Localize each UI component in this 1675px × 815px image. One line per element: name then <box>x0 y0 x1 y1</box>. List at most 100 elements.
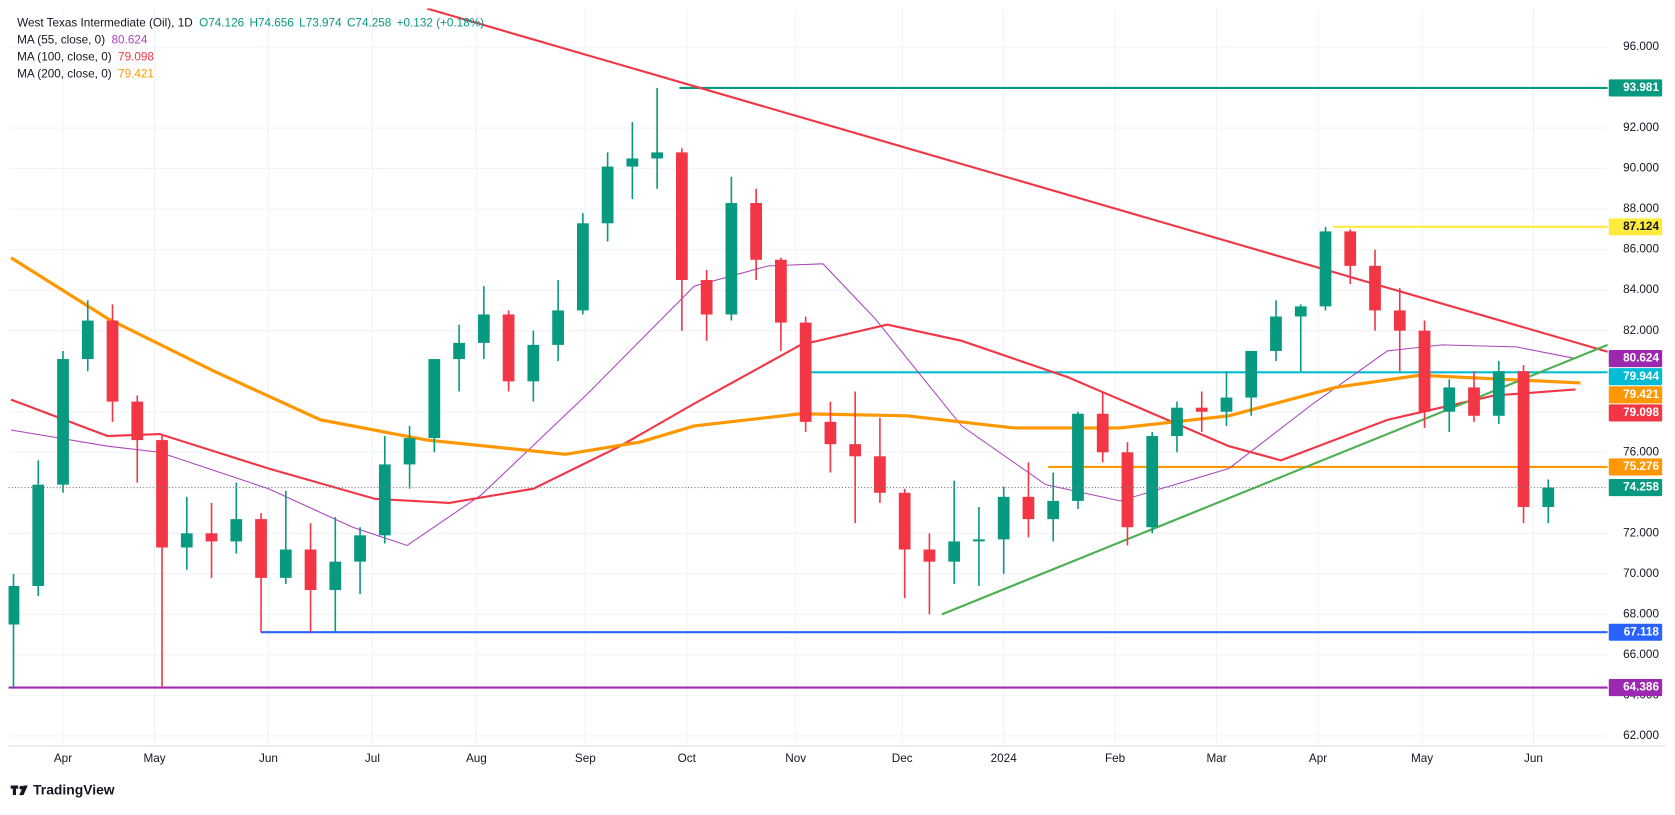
price-tag <box>1608 386 1663 404</box>
price-tag <box>1608 79 1663 97</box>
price-tag-label: 87.124 <box>1623 220 1659 233</box>
x-tick-label: May <box>144 752 166 765</box>
logo-part <box>12 785 17 796</box>
price-tag-label: 64.386 <box>1623 681 1659 694</box>
trendline <box>426 8 1608 353</box>
y-tick-label: 76.000 <box>1623 445 1659 458</box>
moving-average <box>10 263 1576 547</box>
candle-body <box>428 359 441 439</box>
x-tick-label: Aug <box>466 752 487 765</box>
candle-body <box>552 310 564 345</box>
x-tick-label: Jun <box>259 752 278 765</box>
legend-name: MA (100, close, 0) <box>17 51 112 64</box>
price-tag <box>1608 479 1663 497</box>
candle-body <box>601 166 614 224</box>
candle-body <box>651 152 663 159</box>
candle-body <box>329 561 342 591</box>
legend: West Texas Intermediate (Oil), 1D O74.126… <box>17 17 484 81</box>
candle-body <box>1517 371 1530 507</box>
candle-body <box>1072 413 1084 501</box>
legend-name: MA (200, close, 0) <box>17 68 112 81</box>
candle-body <box>1393 310 1406 331</box>
price-tag-label: 93.981 <box>1623 81 1659 94</box>
candle-body <box>1319 231 1332 307</box>
candle-body <box>1468 387 1480 416</box>
legend-value: 80.624 <box>112 34 148 47</box>
candle-body <box>626 158 639 167</box>
candle-body <box>255 519 267 578</box>
y-tick-label: 88.000 <box>1623 202 1659 215</box>
price-tag-label: 67.118 <box>1624 625 1660 638</box>
candle-body <box>973 539 985 542</box>
candle-body <box>750 203 763 260</box>
candle-body <box>304 549 317 591</box>
candle-body <box>279 549 292 578</box>
price-tag <box>1608 404 1663 422</box>
candle-body <box>1418 330 1431 412</box>
candle-body <box>1542 487 1555 507</box>
candle-body <box>1220 397 1233 412</box>
candle-body <box>1096 413 1109 453</box>
price-tag <box>1608 458 1663 476</box>
price-tag-label: 75.276 <box>1623 460 1659 473</box>
x-tick-label: Feb <box>1105 752 1126 765</box>
ohlc-value: O74.126 <box>199 17 244 30</box>
y-tick-label: 86.000 <box>1623 243 1659 256</box>
legend-name: MA (55, close, 0) <box>17 34 105 47</box>
candle-body <box>576 223 589 311</box>
legend-value: 79.421 <box>118 68 154 81</box>
candle-body <box>1294 306 1307 317</box>
candle-body <box>1195 407 1208 412</box>
y-tick-label: 92.000 <box>1623 121 1659 134</box>
candle-body <box>32 484 45 586</box>
x-tick-label: Apr <box>54 752 72 765</box>
candle-body <box>354 535 366 562</box>
y-tick-label: 84.000 <box>1623 283 1659 296</box>
candle-body <box>675 152 688 281</box>
grid <box>8 8 1608 747</box>
moving-average <box>10 256 1581 456</box>
ohlc-value: L73.974 <box>299 17 342 30</box>
candle-body <box>180 533 193 548</box>
candle-body <box>874 456 886 493</box>
brand-logo <box>10 785 28 796</box>
candle-body <box>57 359 69 485</box>
candle-body <box>948 541 961 562</box>
candle-body <box>923 549 936 562</box>
y-tick-label: 68.000 <box>1623 607 1659 620</box>
y-tick-label: 82.000 <box>1623 324 1659 337</box>
x-tick-label: Oct <box>678 752 697 765</box>
x-tick-label: Mar <box>1206 752 1226 765</box>
y-tick-label: 90.000 <box>1623 162 1659 175</box>
price-tag <box>1608 368 1663 386</box>
candle-body <box>106 320 119 402</box>
candle-body <box>1344 231 1357 266</box>
candle-body <box>700 280 713 315</box>
candle-body <box>156 440 168 548</box>
x-tick-label: Sep <box>575 752 596 765</box>
price-tag <box>1608 350 1663 368</box>
ohlc-value: H74.656 <box>249 17 293 30</box>
x-tick-label: Jun <box>1524 752 1543 765</box>
candle-body <box>1492 371 1505 416</box>
price-tag <box>1608 218 1663 236</box>
candle-body <box>1443 387 1456 412</box>
candle-body <box>230 519 243 542</box>
candle-body <box>205 533 218 542</box>
y-tick-label: 72.000 <box>1623 526 1659 539</box>
price-tag <box>1608 679 1663 697</box>
price-axis: 62.00064.00066.00068.00070.00072.00076.0… <box>1608 40 1663 742</box>
candle-body <box>502 314 515 382</box>
candle-body <box>1121 452 1134 528</box>
price-tag-label: 74.258 <box>1623 481 1659 494</box>
ohlc-value: +0.132 (+0.18%) <box>397 17 484 30</box>
candle-body <box>799 322 812 422</box>
x-tick-label: Apr <box>1309 752 1327 765</box>
brand: TradingView <box>33 781 115 797</box>
price-tag-label: 79.098 <box>1623 406 1659 419</box>
ohlc-value: C74.258 <box>347 17 392 30</box>
candle-body <box>997 496 1010 540</box>
price-tag-label: 79.944 <box>1623 370 1659 383</box>
logo-part <box>19 785 28 796</box>
